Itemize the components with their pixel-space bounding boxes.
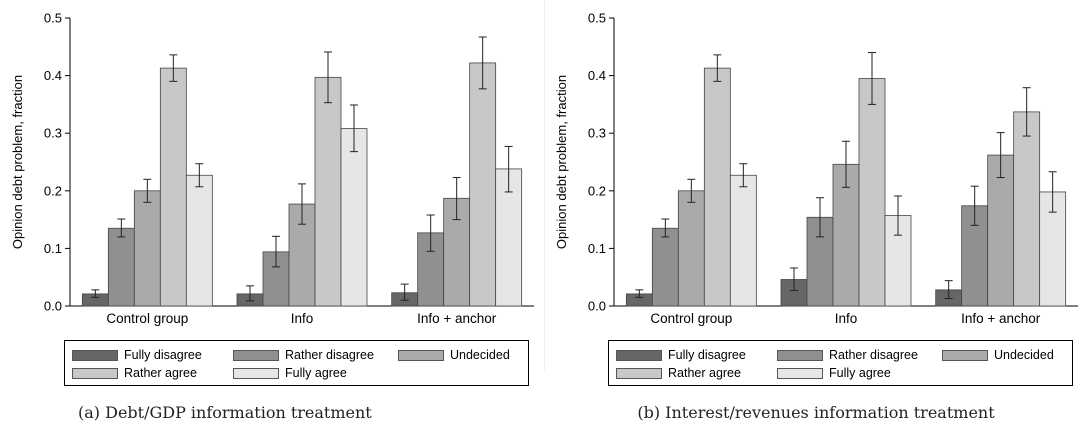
bar-undecided-control-group bbox=[677, 190, 705, 307]
legend-item-rather-disagree: Rather disagree bbox=[233, 348, 374, 362]
legend-item-undecided: Undecided bbox=[398, 348, 510, 362]
y-tick-label: 0.4 bbox=[44, 68, 62, 83]
legend-label: Fully disagree bbox=[124, 348, 202, 362]
legend-item-fully-disagree: Fully disagree bbox=[72, 348, 202, 362]
y-tick-label: 0.1 bbox=[44, 241, 62, 256]
y-tick-label: 0.2 bbox=[588, 183, 606, 198]
bar-rather-agree-control-group bbox=[159, 67, 187, 307]
legend-b: Fully disagree Rather disagree Undecided… bbox=[608, 340, 1073, 386]
legend-label: Rather agree bbox=[124, 366, 197, 380]
bar-undecided-control-group bbox=[133, 190, 161, 307]
panel-divider bbox=[544, 0, 545, 370]
bar-rather-agree-info-anchor bbox=[469, 62, 497, 307]
x-category-label: Control group bbox=[650, 311, 732, 326]
y-tick-label: 0.5 bbox=[588, 11, 606, 26]
bar-rather-agree-info bbox=[858, 78, 886, 307]
legend-label: Fully disagree bbox=[668, 348, 746, 362]
bar-fully-agree-control-group bbox=[729, 174, 757, 307]
legend-item-rather-disagree: Rather disagree bbox=[777, 348, 918, 362]
y-tick-label: 0.4 bbox=[588, 68, 606, 83]
legend-label: Fully agree bbox=[829, 366, 891, 380]
y-tick-label: 0.1 bbox=[588, 241, 606, 256]
bar-rather-disagree-control-group bbox=[107, 227, 135, 307]
legend-item-fully-disagree: Fully disagree bbox=[616, 348, 746, 362]
legend-swatch-rather-agree bbox=[72, 368, 118, 379]
chart-a-svg: 0.0 0.1 0.2 0.3 0.4 0.5 Opinion debt problem, … bbox=[10, 11, 534, 326]
legend-label: Rather disagree bbox=[829, 348, 918, 362]
bar-fully-agree-info bbox=[340, 128, 368, 307]
x-category-label: Info bbox=[835, 311, 858, 326]
legend-item-fully-agree: Fully agree bbox=[777, 366, 891, 380]
bar-undecided-info-anchor bbox=[987, 154, 1015, 307]
bar-rather-agree-info bbox=[314, 76, 342, 307]
y-axis-label: Opinion debt problem, fraction bbox=[10, 75, 25, 249]
legend-label: Fully agree bbox=[285, 366, 347, 380]
bar-rather-agree-info-anchor bbox=[1013, 111, 1041, 307]
legend-item-fully-agree: Fully agree bbox=[233, 366, 347, 380]
legend-item-undecided: Undecided bbox=[942, 348, 1054, 362]
legend-item-rather-agree: Rather agree bbox=[616, 366, 741, 380]
legend-swatch-fully-agree bbox=[233, 368, 279, 379]
y-tick-label: 0.0 bbox=[588, 299, 606, 314]
y-tick-label: 0.5 bbox=[44, 11, 62, 26]
legend-a: Fully disagree Rather disagree Undecided… bbox=[64, 340, 529, 386]
x-category-label: Info + anchor bbox=[961, 311, 1041, 326]
chart-panel-a: 0.0 0.1 0.2 0.3 0.4 0.5 Opinion debt problem, … bbox=[10, 11, 534, 422]
legend-swatch-fully-disagree bbox=[72, 350, 118, 361]
bar-undecided-info bbox=[832, 163, 860, 307]
caption-a: (a) Debt/GDP information treatment bbox=[78, 403, 372, 422]
legend-label: Undecided bbox=[450, 348, 510, 362]
legend-swatch-fully-disagree bbox=[616, 350, 662, 361]
bar-fully-agree-control-group bbox=[185, 174, 213, 307]
x-category-label: Info + anchor bbox=[417, 311, 497, 326]
legend-label: Undecided bbox=[994, 348, 1054, 362]
legend-swatch-rather-agree bbox=[616, 368, 662, 379]
legend-swatch-rather-disagree bbox=[777, 350, 823, 361]
y-axis-label: Opinion debt problem, fraction bbox=[554, 75, 569, 249]
y-tick-label: 0.2 bbox=[44, 183, 62, 198]
bar-rather-disagree-control-group bbox=[651, 227, 679, 307]
chart-b-svg: 0.0 0.1 0.2 0.3 0.4 0.5 Opinion debt problem, … bbox=[554, 11, 1078, 326]
caption-b: (b) Interest/revenues information treatm… bbox=[637, 403, 995, 422]
legend-swatch-undecided bbox=[398, 350, 444, 361]
legend-swatch-fully-agree bbox=[777, 368, 823, 379]
y-tick-label: 0.3 bbox=[44, 126, 62, 141]
x-category-label: Info bbox=[291, 311, 314, 326]
legend-swatch-undecided bbox=[942, 350, 988, 361]
chart-panel-b: 0.0 0.1 0.2 0.3 0.4 0.5 Opinion debt problem, … bbox=[544, 0, 1088, 441]
bar-rather-agree-control-group bbox=[703, 67, 731, 307]
x-category-label: Control group bbox=[106, 311, 188, 326]
legend-swatch-rather-disagree bbox=[233, 350, 279, 361]
legend-item-rather-agree: Rather agree bbox=[72, 366, 197, 380]
y-tick-label: 0.0 bbox=[44, 299, 62, 314]
legend-label: Rather agree bbox=[668, 366, 741, 380]
y-tick-label: 0.3 bbox=[588, 126, 606, 141]
legend-label: Rather disagree bbox=[285, 348, 374, 362]
